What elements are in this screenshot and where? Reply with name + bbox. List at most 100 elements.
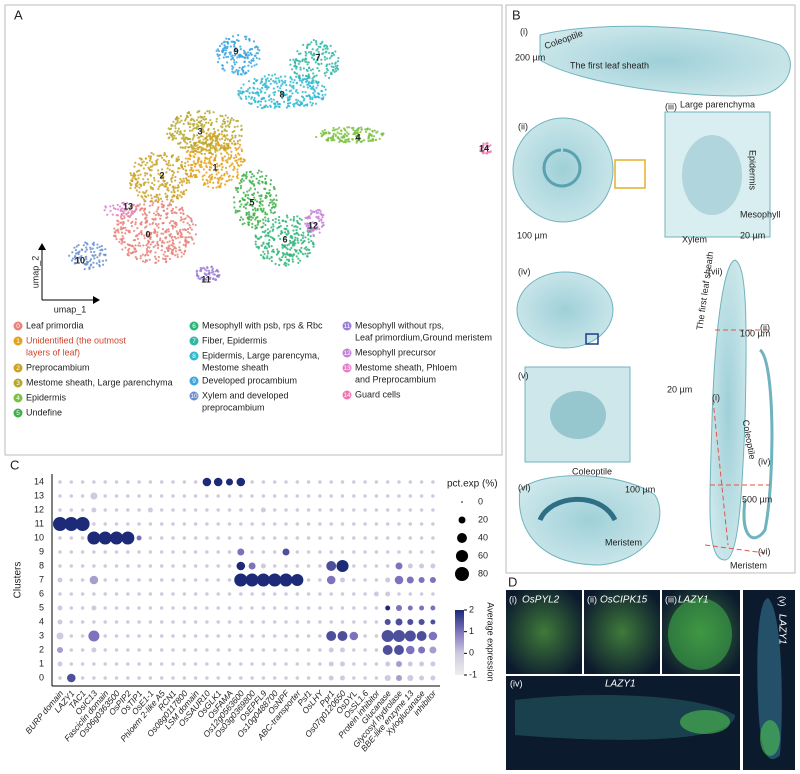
dot [340, 522, 345, 526]
cell-point [241, 223, 244, 226]
cell-point [228, 179, 231, 182]
dot [137, 494, 141, 498]
cell-point [214, 154, 218, 157]
dot [159, 536, 164, 540]
cell-point [273, 187, 276, 191]
cell-point [260, 244, 263, 247]
dot [148, 634, 153, 638]
dot [182, 536, 187, 540]
cell-point [253, 207, 257, 210]
dot [216, 606, 220, 610]
cell-point [142, 167, 145, 170]
dot [374, 676, 379, 680]
cell-point [162, 209, 165, 212]
dot [340, 536, 345, 540]
cell-point [214, 142, 218, 145]
cell-point [162, 206, 165, 209]
cell-point [168, 183, 172, 187]
dot [239, 508, 243, 512]
dot [171, 592, 175, 596]
cell-point [243, 65, 246, 68]
cell-point [216, 168, 219, 171]
cell-point [120, 226, 123, 229]
image-label: Xylem [682, 234, 707, 244]
cell-point [187, 175, 190, 178]
cell-point [76, 251, 79, 254]
cell-point [100, 248, 104, 251]
cell-point [253, 212, 256, 215]
cell-point [175, 131, 179, 135]
cell-point [164, 236, 167, 239]
cell-point [79, 258, 82, 261]
dot [306, 676, 311, 680]
cell-point [145, 225, 148, 228]
legend-number: 8 [192, 353, 196, 360]
cell-point [146, 231, 149, 234]
cell-point [340, 139, 343, 142]
dot [295, 676, 300, 680]
cell-point [300, 79, 303, 82]
cell-point [140, 207, 143, 210]
cell-point [324, 47, 327, 50]
cell-point [181, 165, 184, 169]
cell-point [332, 53, 336, 56]
cell-point [223, 139, 227, 142]
cell-point [160, 177, 163, 180]
image-index: (ii) [587, 594, 597, 604]
dot [137, 578, 141, 582]
cell-point [144, 157, 147, 160]
cell-point [156, 231, 159, 234]
dot [236, 561, 246, 571]
cell-point [185, 181, 188, 185]
dot [137, 480, 141, 484]
cell-point [211, 139, 215, 142]
cell-point [86, 261, 89, 264]
cell-point [141, 213, 144, 216]
y-tick-label: 7 [39, 574, 44, 584]
cell-point [296, 215, 299, 218]
cell-point [346, 126, 349, 129]
cell-point [161, 245, 164, 248]
dot [284, 508, 288, 512]
dot [148, 550, 153, 554]
cell-point [178, 121, 181, 124]
cell-point [359, 140, 362, 143]
cell-point [259, 103, 262, 107]
dot [80, 662, 85, 666]
dot [329, 592, 333, 596]
cell-point [256, 105, 259, 109]
cell-point [376, 130, 379, 133]
cell-point [122, 201, 125, 204]
cell-point [243, 35, 247, 38]
cell-point [154, 213, 158, 217]
cell-point [246, 190, 249, 193]
cell-point [142, 198, 146, 201]
cell-point [254, 99, 257, 103]
cell-point [139, 173, 142, 176]
cell-point [212, 181, 215, 184]
cell-point [247, 54, 250, 57]
cell-point [134, 174, 137, 177]
cell-point [190, 220, 193, 223]
cell-point [173, 254, 177, 257]
cell-point [199, 266, 202, 270]
legend-swatch [342, 348, 352, 358]
cell-point [189, 113, 192, 117]
cell-point [188, 181, 191, 184]
cell-point [136, 234, 139, 237]
cell-point [216, 274, 219, 278]
cell-point [180, 179, 183, 182]
dot [182, 676, 187, 680]
cell-point [147, 181, 150, 184]
cell-point [223, 155, 226, 158]
dot [58, 592, 62, 596]
cell-point [170, 212, 174, 215]
cell-point [327, 131, 330, 134]
cell-point [212, 273, 215, 276]
cell-point [380, 132, 383, 135]
image-label: (v) [518, 370, 529, 380]
dot [428, 631, 438, 641]
cell-point [304, 252, 307, 255]
cell-point [259, 207, 262, 210]
cell-point [293, 78, 296, 82]
